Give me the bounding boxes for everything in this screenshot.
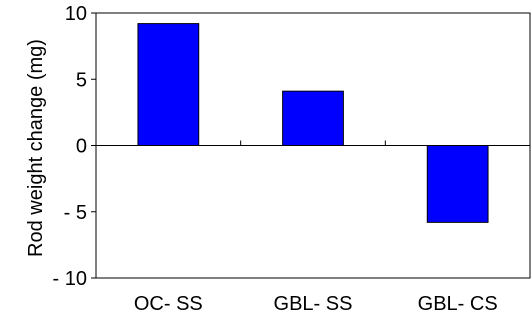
y-axis-title: Rod weight change (mg) <box>25 39 47 257</box>
x-category-label: OC- SS <box>134 293 203 315</box>
y-tick-label: - 10 <box>53 268 87 290</box>
bar-gbl-cs <box>426 145 489 223</box>
y-tick-label: 5 <box>76 69 87 91</box>
y-tick-label: 0 <box>76 136 87 158</box>
y-tick-label: 10 <box>65 3 87 25</box>
bar-gbl-ss <box>282 90 344 147</box>
axis-layer <box>91 12 530 279</box>
y-tick-label: - 5 <box>64 202 87 224</box>
bar-oc-ss <box>137 23 200 147</box>
labels-layer: 10 5 0 - 5 - 10 OC- SS GBL- SS GBL- CS <box>53 3 498 315</box>
x-category-label: GBL- CS <box>418 293 498 315</box>
x-category-label: GBL- SS <box>274 293 353 315</box>
bars-layer <box>137 23 489 223</box>
